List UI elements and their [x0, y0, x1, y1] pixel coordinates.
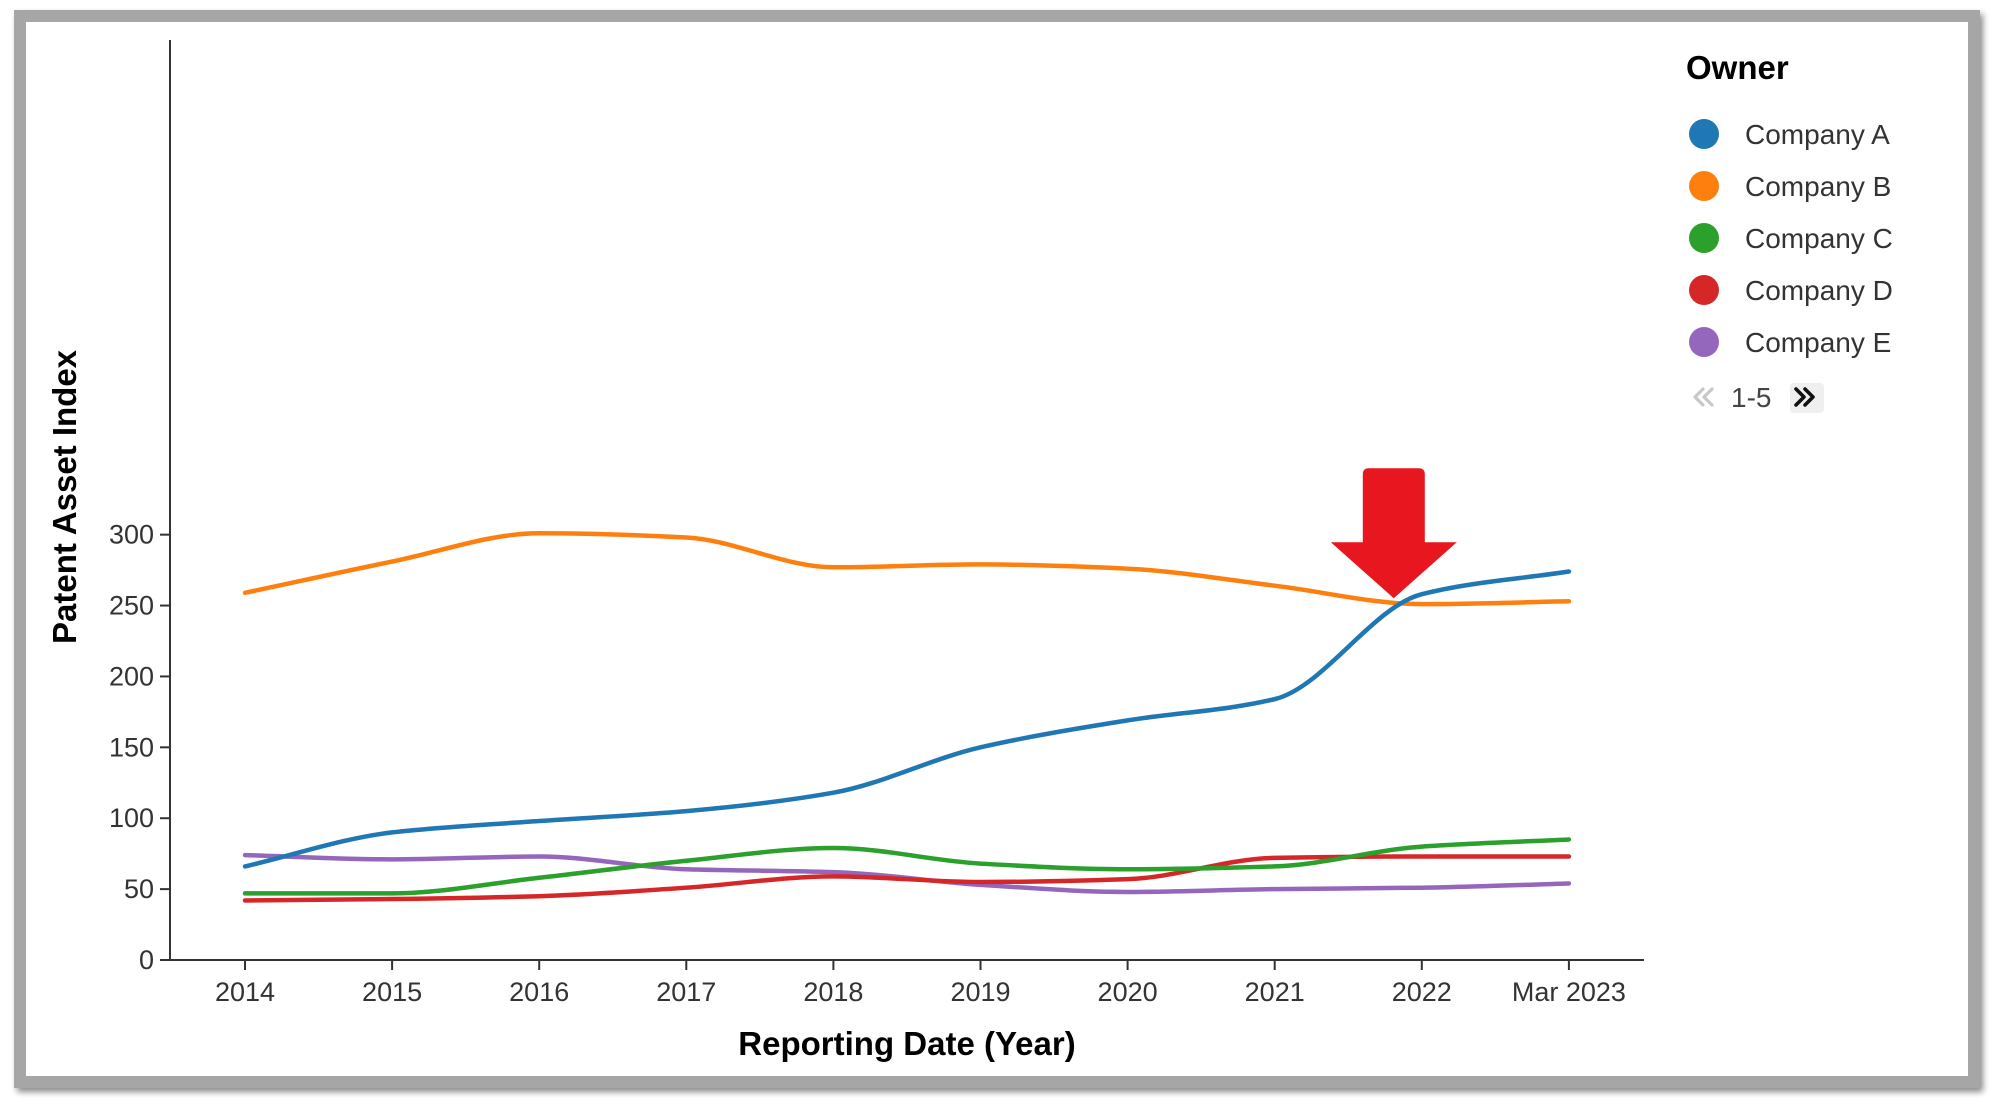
x-tick-label: 2016 — [509, 977, 569, 1007]
x-tick-label: 2020 — [1098, 977, 1158, 1007]
y-tick-label: 50 — [124, 874, 154, 904]
legend-label: Company A — [1745, 119, 1890, 150]
legend-swatch — [1689, 327, 1719, 357]
series-line-company-a[interactable] — [242, 569, 1572, 869]
y-tick-label: 200 — [109, 661, 154, 691]
legend-title: Owner — [1686, 49, 1789, 86]
legend-swatch — [1689, 223, 1719, 253]
double-chevron-right-icon[interactable] — [1790, 383, 1824, 413]
legend-item-company-b[interactable]: Company B — [1689, 171, 1891, 202]
legend-swatch — [1689, 171, 1719, 201]
double-chevron-left-icon[interactable] — [1693, 387, 1714, 407]
annotation-arrow-down-icon — [1330, 468, 1457, 599]
legend-label: Company E — [1745, 327, 1891, 358]
legend-label: Company D — [1745, 275, 1893, 306]
y-tick-label: 150 — [109, 732, 154, 762]
x-tick-label: Mar 2023 — [1512, 977, 1626, 1007]
y-tick-label: 0 — [139, 945, 154, 975]
x-tick-label: 2019 — [950, 977, 1010, 1007]
y-tick-label: 250 — [109, 591, 154, 621]
chart-frame: 0 50 100 150 200 250 300 2014 2015 2016 2017 2018 2… — [14, 10, 1980, 1088]
x-tick-label: 2018 — [803, 977, 863, 1007]
legend-item-company-a[interactable]: Company A — [1689, 119, 1890, 150]
x-ticks: 2014 2015 2016 2017 2018 2019 2020 2021 2022 Mar … — [215, 960, 1626, 1007]
y-tick-label: 100 — [109, 803, 154, 833]
series-layer — [242, 530, 1572, 903]
legend-pager-label: 1-5 — [1731, 382, 1771, 413]
annotation-layer — [1330, 468, 1457, 599]
legend-item-company-d[interactable]: Company D — [1689, 275, 1893, 306]
x-tick-label: 2015 — [362, 977, 422, 1007]
legend-swatch — [1689, 275, 1719, 305]
legend-label: Company C — [1745, 223, 1893, 254]
legend-items: Company A Company B Company C Company D Comp… — [1689, 119, 1893, 358]
series-line-company-d[interactable] — [242, 854, 1572, 903]
y-ticks: 0 50 100 150 200 250 300 — [109, 520, 170, 975]
x-axis-title: Reporting Date (Year) — [738, 1025, 1075, 1062]
legend-label: Company B — [1745, 171, 1891, 202]
series-line-company-b[interactable] — [242, 530, 1572, 607]
y-tick-label: 300 — [109, 520, 154, 550]
legend-item-company-c[interactable]: Company C — [1689, 223, 1893, 254]
legend-item-company-e[interactable]: Company E — [1689, 327, 1891, 358]
legend-pager: 1-5 — [1693, 382, 1824, 413]
series-line-company-c[interactable] — [242, 837, 1572, 896]
x-tick-label: 2017 — [656, 977, 716, 1007]
legend-swatch — [1689, 119, 1719, 149]
series-line-company-e[interactable] — [242, 852, 1572, 895]
y-axis-title: Patent Asset Index — [46, 349, 83, 644]
x-tick-label: 2022 — [1392, 977, 1452, 1007]
x-tick-label: 2014 — [215, 977, 275, 1007]
x-tick-label: 2021 — [1245, 977, 1305, 1007]
